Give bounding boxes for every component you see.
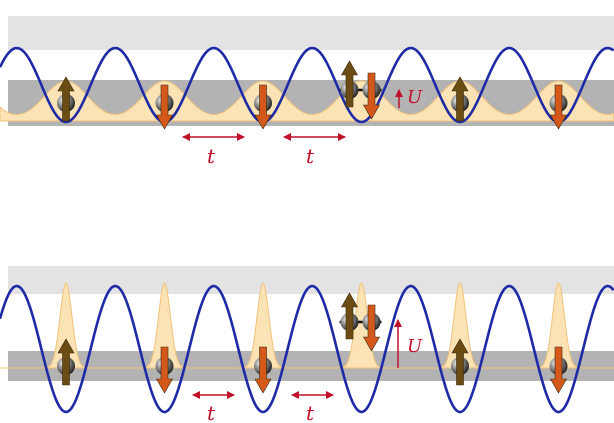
hopping-label: t xyxy=(207,401,216,423)
spin-down-arrow xyxy=(362,72,381,120)
interaction-marker: U xyxy=(394,319,423,368)
upper-band xyxy=(8,16,614,50)
hopping-arrow: t xyxy=(182,133,245,168)
interaction-label: U xyxy=(407,336,423,357)
lattice-site xyxy=(57,76,75,122)
spin-down-arrow xyxy=(254,84,272,130)
lattice-site xyxy=(451,338,469,386)
spin-up-arrow xyxy=(340,60,359,108)
spin-down-arrow xyxy=(254,346,272,394)
lattice-site xyxy=(339,60,382,120)
interaction-marker: U xyxy=(395,87,423,108)
hopping-arrow: t xyxy=(291,391,334,423)
spin-up-arrow xyxy=(451,338,469,386)
spin-down-arrow xyxy=(155,84,174,130)
lattice-site xyxy=(57,338,75,386)
spin-up-arrow xyxy=(451,76,469,122)
spin-down-arrow xyxy=(155,346,174,394)
spin-down-arrow xyxy=(362,304,381,352)
spin-up-arrow xyxy=(57,76,75,122)
spin-up-arrow xyxy=(57,338,75,386)
hopping-arrow: t xyxy=(192,391,235,423)
shallow-lattice-panel: t t U xyxy=(0,16,614,168)
lattice-site xyxy=(254,84,272,130)
lattice-site xyxy=(451,76,469,122)
interaction-label: U xyxy=(407,87,423,108)
hopping-label: t xyxy=(306,144,315,168)
lower-band xyxy=(8,351,614,381)
lattice-site xyxy=(549,84,568,130)
lattice-site xyxy=(254,346,272,394)
atoms xyxy=(57,292,568,394)
lattice-site xyxy=(339,292,382,352)
spin-down-arrow xyxy=(549,84,568,130)
lattice-site xyxy=(155,84,174,130)
hopping-arrow: t xyxy=(283,133,346,168)
deep-lattice-panel: t t U xyxy=(0,266,614,423)
hopping-label: t xyxy=(207,144,216,168)
spin-up-arrow xyxy=(340,292,359,340)
atoms xyxy=(57,60,568,130)
spin-down-arrow xyxy=(549,346,568,394)
upper-band xyxy=(8,266,614,294)
lattice-potential xyxy=(0,46,614,124)
lattice-site xyxy=(155,346,174,394)
hopping-label: t xyxy=(306,401,315,423)
lattice-site xyxy=(549,346,568,394)
lattice-potential xyxy=(0,284,614,414)
